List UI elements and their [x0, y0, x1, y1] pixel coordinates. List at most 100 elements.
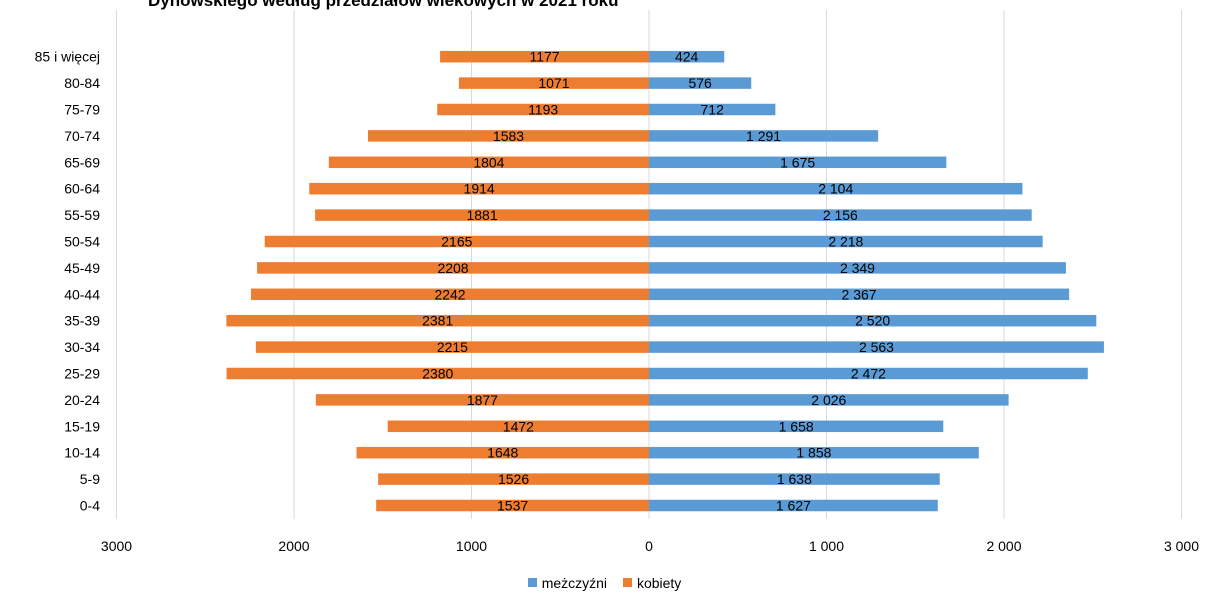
bar-men: [649, 103, 776, 116]
data-label-men: 2 218: [828, 234, 863, 250]
legend-swatch-women: [622, 578, 632, 587]
bar-women: [368, 130, 649, 142]
bar-men: [649, 394, 1009, 406]
bar-men: [649, 499, 938, 512]
bar-men: [649, 235, 1043, 248]
y-tick-label: 55-59: [64, 207, 100, 223]
y-tick-label: 75-79: [64, 102, 100, 118]
bar-men: [649, 262, 1066, 274]
data-label-men: 2 156: [823, 207, 858, 223]
bar-men: [649, 209, 1032, 221]
data-label-women: 1583: [493, 128, 524, 144]
x-tick-label: 2 000: [986, 538, 1021, 554]
x-tick-label: 3000: [101, 538, 132, 554]
data-label-women: 1804: [473, 154, 504, 170]
data-label-women: 2165: [441, 234, 472, 250]
data-label-men: 2 472: [851, 366, 886, 382]
data-label-men: 1 291: [746, 128, 781, 144]
data-label-women: 1071: [538, 75, 569, 91]
x-tick-label: 1000: [456, 538, 487, 554]
bar-men: [649, 314, 1097, 327]
y-tick-label: 60-64: [64, 181, 100, 197]
bar-women: [328, 156, 649, 169]
data-label-women: 2380: [422, 366, 453, 382]
data-label-women: 1526: [498, 471, 529, 487]
data-label-men: 1 858: [796, 445, 831, 461]
population-pyramid-chart: 1537 1 627 1526 1 638 1648 1 858 1472 1 658 1877…: [35, 10, 1200, 554]
x-tick-label: 1 000: [809, 538, 844, 554]
bar-women: [376, 499, 649, 512]
x-tick-label: 2000: [278, 538, 309, 554]
bar-men: [649, 420, 944, 433]
y-tick-label: 85 i więcej: [35, 49, 100, 65]
y-tick-label: 45-49: [64, 260, 100, 276]
data-label-women: 1648: [487, 445, 518, 461]
data-labels: 1537 1 627 1526 1 638 1648 1 858 1472 1 658 1877…: [422, 49, 894, 514]
bar-men: [649, 130, 879, 142]
data-label-men: 1 658: [779, 418, 814, 434]
y-tick-label: 10-14: [64, 445, 100, 461]
data-label-women: 1537: [497, 498, 528, 514]
data-label-women: 1177: [529, 49, 559, 65]
y-tick-label: 70-74: [64, 128, 100, 144]
data-label-men: 2 520: [855, 313, 890, 329]
data-label-men: 2 563: [859, 339, 894, 355]
legend-swatch-men: [527, 578, 537, 587]
y-tick-label: 35-39: [64, 313, 100, 329]
bar-men: [649, 473, 940, 485]
bar-men: [649, 182, 1023, 195]
y-tick-label: 25-29: [64, 366, 100, 382]
y-tick-label: 15-19: [64, 418, 100, 434]
data-label-men: 1 638: [777, 471, 812, 487]
bar-men: [649, 367, 1088, 380]
bar-women: [440, 50, 649, 63]
data-label-men: 1 627: [776, 498, 811, 514]
y-tick-label: 40-44: [64, 286, 100, 302]
bar-women: [257, 262, 649, 274]
y-tick-label: 50-54: [64, 234, 100, 250]
bar-women: [309, 182, 649, 195]
data-label-men: 424: [675, 49, 699, 65]
data-label-men: 1 675: [780, 154, 815, 170]
legend: meżczyźni kobiety: [0, 575, 1209, 591]
data-label-women: 1472: [503, 418, 534, 434]
bar-women: [378, 473, 649, 485]
bar-men: [649, 156, 947, 169]
chart-title: Dynowskiego według przedziałów wiekowych…: [148, 0, 619, 10]
bar-women: [264, 235, 649, 248]
y-tick-label: 0-4: [80, 498, 100, 514]
bar-men: [649, 341, 1104, 353]
bar-women: [226, 367, 650, 380]
data-label-women: 2242: [434, 286, 465, 302]
bar-men: [649, 288, 1070, 301]
x-tick-label: 0: [645, 538, 653, 554]
bar-men: [649, 50, 725, 63]
y-tick-label: 30-34: [64, 339, 100, 355]
data-label-women: 1881: [466, 207, 497, 223]
data-label-women: 1877: [467, 392, 498, 408]
data-label-women: 1193: [528, 102, 558, 118]
grid-lines: [116, 10, 1182, 519]
legend-label-women: kobiety: [636, 575, 682, 591]
legend-item-men: meżczyźni: [527, 575, 608, 591]
bar-women: [226, 314, 649, 327]
bars: [226, 50, 1104, 512]
bar-women: [387, 420, 649, 433]
data-label-men: 2 104: [818, 181, 853, 197]
y-tick-label: 80-84: [64, 75, 100, 91]
legend-item-women: kobiety: [622, 575, 682, 591]
bar-women: [315, 394, 649, 406]
data-label-women: 1914: [464, 181, 495, 197]
legend-label-men: meżczyźni: [541, 575, 608, 591]
x-tick-label: 3 000: [1164, 538, 1199, 554]
bar-women: [356, 446, 649, 459]
axis-labels: 3000 2000 1000 0 1 000 2 000 3 000 0-4 5-9 10-14 1…: [35, 49, 1200, 554]
bar-men: [649, 77, 752, 89]
data-label-men: 2 026: [811, 392, 846, 408]
data-label-men: 576: [688, 75, 712, 91]
bar-women: [315, 209, 649, 221]
y-tick-label: 65-69: [64, 154, 100, 170]
data-label-women: 2208: [437, 260, 468, 276]
bar-women: [458, 77, 649, 89]
bar-women: [251, 288, 650, 301]
